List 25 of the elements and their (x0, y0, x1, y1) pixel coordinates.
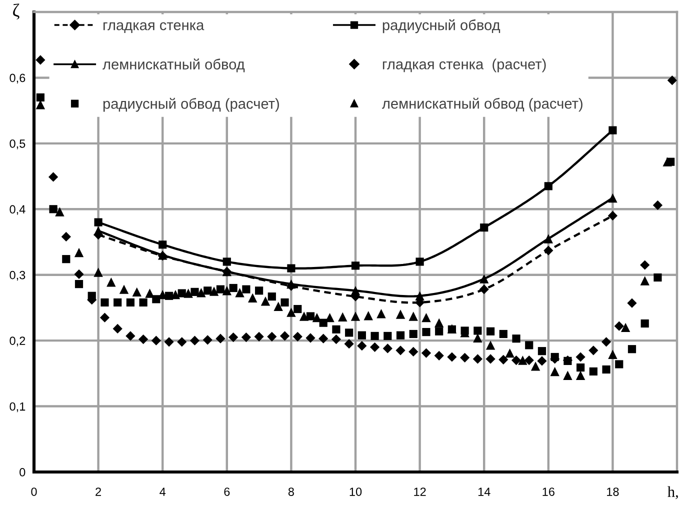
legend-label: радиусный обвод (расчет) (103, 98, 279, 112)
legend-label: лемнискатный обвод (102, 58, 245, 72)
x-tick-label: 12 (414, 488, 426, 496)
x-tick-label: 18 (607, 488, 619, 496)
x-tick-label: 16 (542, 488, 554, 496)
x-tick-label: 10 (350, 488, 362, 496)
x-tick-label: 6 (224, 488, 230, 496)
x-tick-label: 2 (96, 488, 101, 496)
y-tick-label: 0,2 (10, 336, 26, 346)
y-tick-label: 0,1 (10, 402, 26, 412)
x-tick-label: 4 (160, 488, 166, 496)
legend-label: радиусный обвод (382, 19, 500, 34)
legend-label: гладкая стенка (расчет) (382, 58, 546, 72)
y-axis-title: ζ (13, 4, 20, 20)
y-tick-label: 0,6 (10, 74, 26, 84)
x-tick-label: 14 (478, 488, 490, 496)
legend-label: лемнискатный обвод (расчет) (382, 98, 582, 112)
y-tick-label: 0,3 (10, 270, 26, 281)
y-tick-label: 0,5 (10, 139, 26, 150)
x-tick-label: 0 (31, 488, 37, 496)
x-axis-title: h, (668, 486, 678, 500)
y-tick-label: 0,4 (10, 205, 26, 215)
legend-label: гладкая стенка (104, 22, 204, 34)
y-tick-label: 0 (20, 468, 26, 476)
x-tick-label: 8 (288, 488, 294, 496)
